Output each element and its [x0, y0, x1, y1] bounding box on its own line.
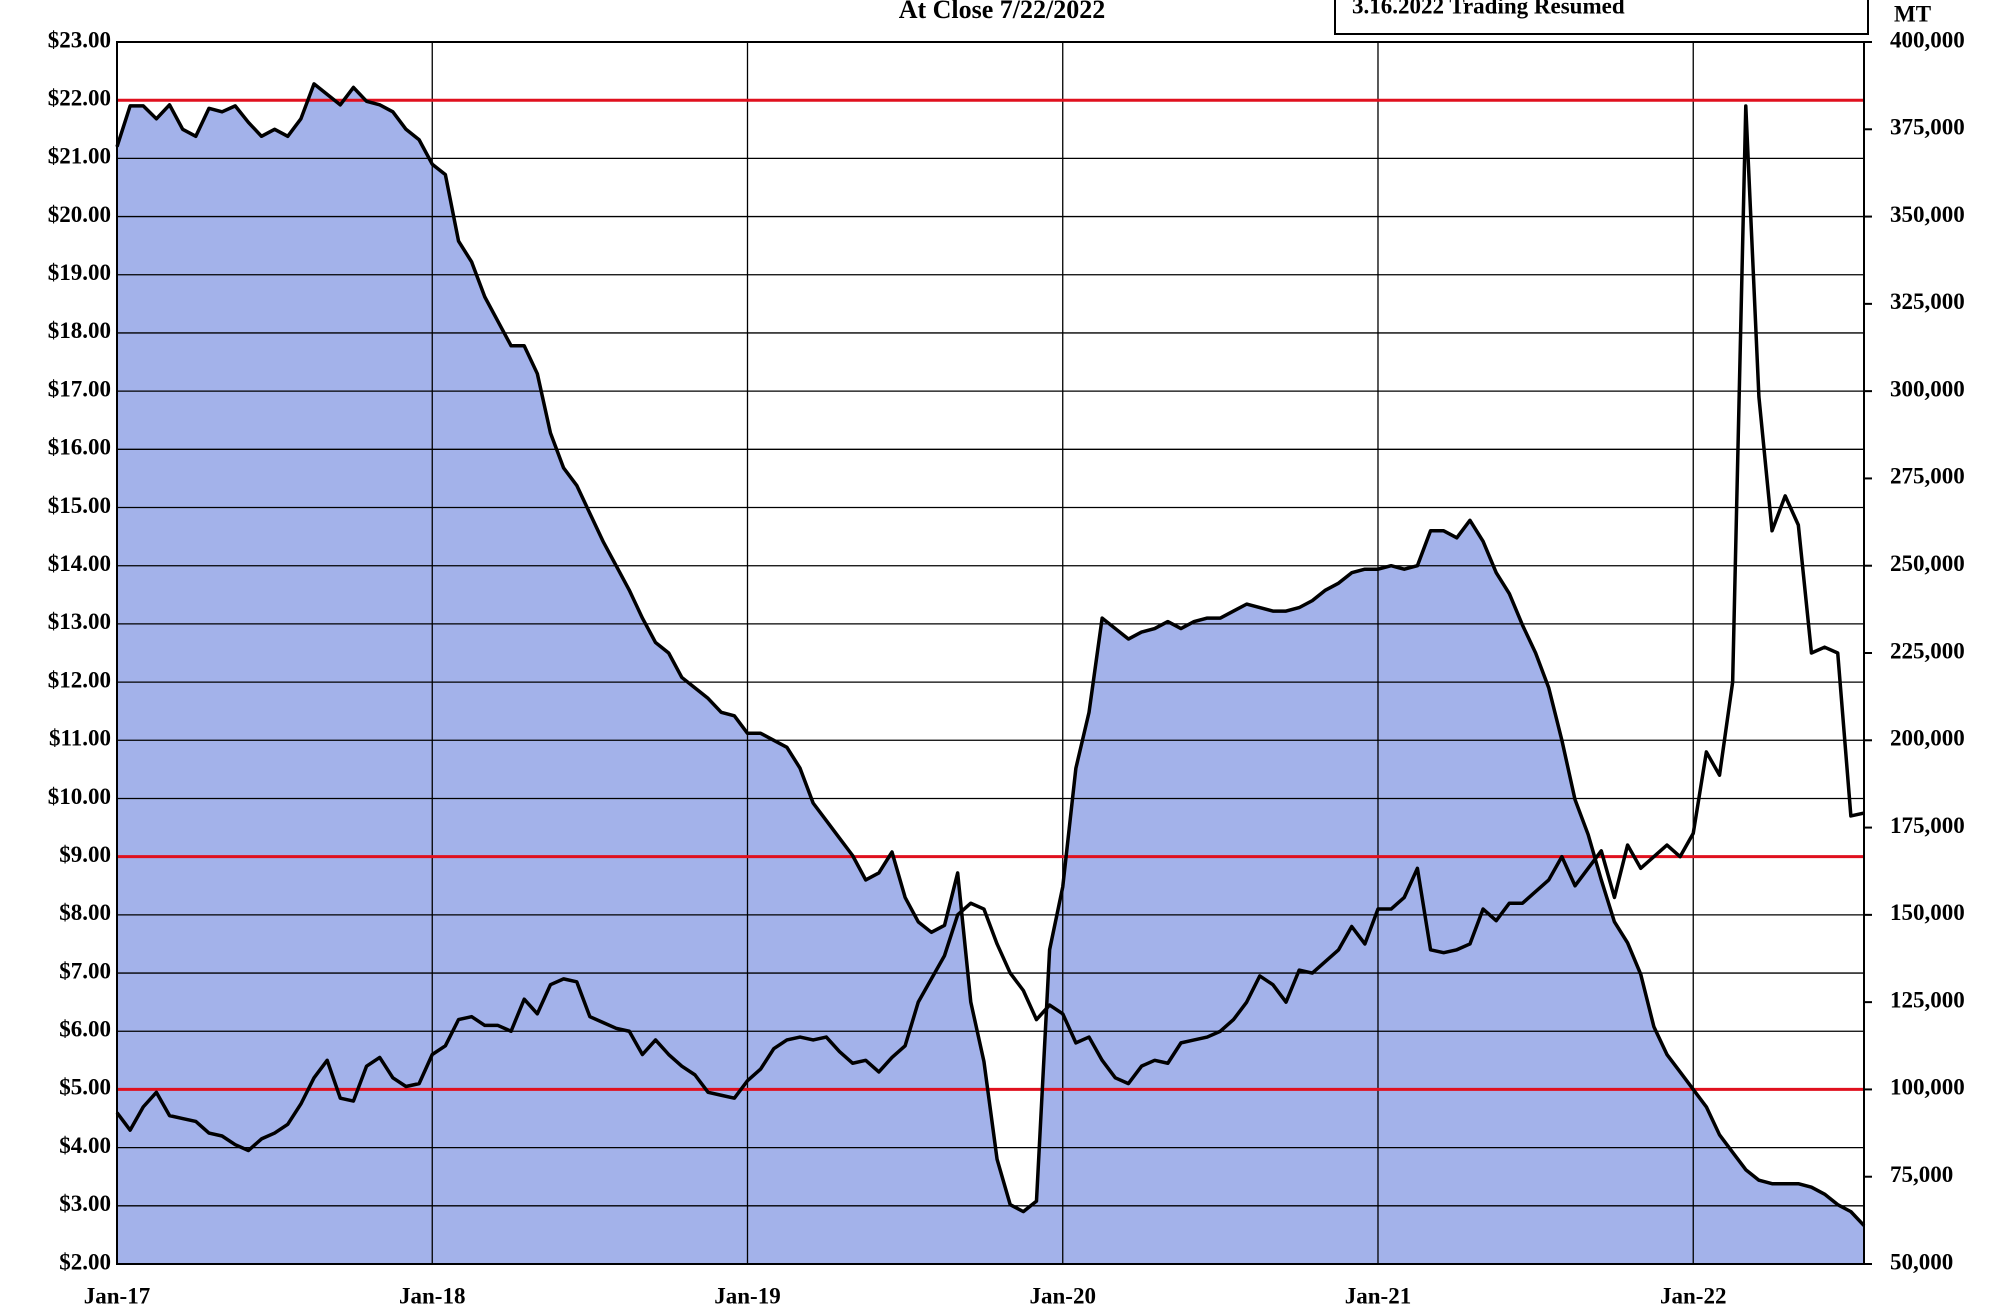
- y-tick-label: $7.00: [59, 958, 111, 983]
- y-tick-label: $8.00: [59, 900, 111, 925]
- y2-tick-label: 75,000: [1890, 1162, 1953, 1187]
- y2-tick-label: 375,000: [1890, 115, 1965, 140]
- y-tick-label: $22.00: [48, 85, 111, 110]
- x-tick-label: Jan-18: [399, 1283, 465, 1308]
- y-tick-label: $5.00: [59, 1075, 111, 1100]
- y-tick-label: $13.00: [48, 609, 111, 634]
- x-tick-label: Jan-17: [84, 1283, 150, 1308]
- annotation: 3.16.2022 Trading Resumed: [1352, 0, 1625, 18]
- y2-tick-label: 250,000: [1890, 551, 1965, 576]
- y-tick-label: $10.00: [48, 784, 111, 809]
- y-tick-label: $14.00: [48, 551, 111, 576]
- y-tick-label: $19.00: [48, 260, 111, 285]
- y2-tick-label: 175,000: [1890, 813, 1965, 838]
- y2-tick-label: 50,000: [1890, 1249, 1953, 1274]
- line: [115, 104, 1865, 1153]
- y-tick-label: $17.00: [48, 376, 111, 401]
- y-tick-label: $6.00: [59, 1017, 111, 1042]
- y2-tick-label: 100,000: [1890, 1075, 1965, 1100]
- y-tick-label: $18.00: [48, 318, 111, 343]
- y-tick-label: $11.00: [49, 726, 111, 751]
- x-tick-label: Jan-20: [1030, 1283, 1096, 1308]
- y-tick-label: $20.00: [48, 202, 111, 227]
- y2-tick-label: 275,000: [1890, 464, 1965, 489]
- y-tick-label: $21.00: [48, 144, 111, 169]
- y-tick-label: $16.00: [48, 435, 111, 460]
- y-tick-label: $12.00: [48, 667, 111, 692]
- y2-tick-label: 325,000: [1890, 289, 1965, 314]
- y2-tick-label: 300,000: [1890, 376, 1965, 401]
- x-tick-label: Jan-19: [714, 1283, 780, 1308]
- x-tick-label: Jan-22: [1660, 1283, 1726, 1308]
- annotation-box: [1334, 0, 1869, 35]
- area: [117, 83, 1864, 1265]
- y-tick-label: $15.00: [48, 493, 111, 518]
- y-tick-label: $23.00: [48, 27, 111, 52]
- y-tick-label: $3.00: [59, 1191, 111, 1216]
- x-tick-label: Jan-21: [1345, 1283, 1411, 1308]
- y-tick-label: $4.00: [59, 1133, 111, 1158]
- y2-tick-label: 400,000: [1890, 27, 1965, 52]
- y2-tick-label: 225,000: [1890, 638, 1965, 663]
- chart-title: At Close 7/22/2022: [899, 0, 1106, 24]
- y2-tick-label: 350,000: [1890, 202, 1965, 227]
- y2-tick-label: 200,000: [1890, 726, 1965, 751]
- y2-tick-label: 150,000: [1890, 900, 1965, 925]
- y-tick-label: $2.00: [59, 1249, 111, 1274]
- area-outline: [115, 82, 1866, 1227]
- y-tick-label: $9.00: [59, 842, 111, 867]
- y2-tick-label: 125,000: [1890, 987, 1965, 1012]
- y2-axis-label: MT: [1894, 1, 1931, 26]
